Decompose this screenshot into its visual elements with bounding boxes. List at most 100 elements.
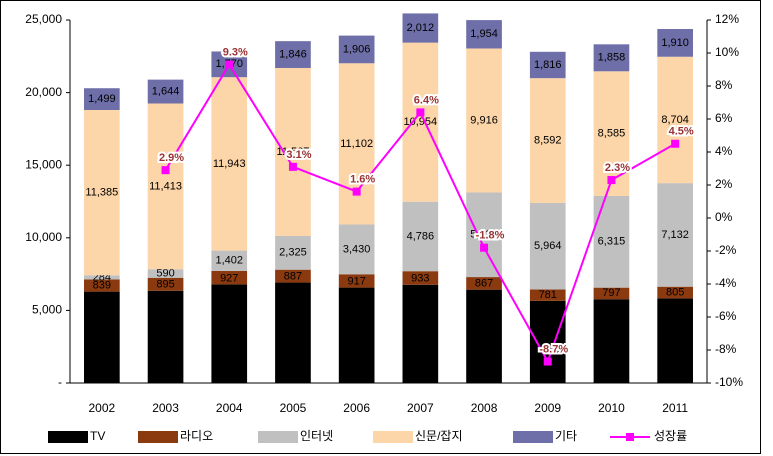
x-tick-label: 2004 — [216, 401, 243, 415]
bar-segment — [657, 298, 693, 383]
data-label: 2,012 — [407, 22, 435, 34]
data-label: 5,770 — [598, 335, 626, 347]
data-label: 2,325 — [279, 247, 307, 259]
legend-swatch — [513, 431, 553, 443]
data-label: 867 — [475, 278, 493, 290]
growth-label: 3.1% — [286, 149, 311, 161]
y2-tick-label: 8% — [715, 78, 733, 92]
y-tick-label: 15,000 — [25, 157, 62, 171]
y-tick-label: 5,000 — [32, 303, 62, 317]
bar-segment — [338, 274, 375, 288]
bar-segment — [275, 269, 311, 283]
legend-swatch — [48, 431, 88, 443]
bar-segment — [84, 109, 120, 276]
bar-segment — [211, 270, 248, 285]
data-label: 1,846 — [279, 48, 307, 60]
y2-tick-label: 0% — [715, 210, 733, 224]
data-label: 6,571 — [343, 329, 371, 341]
bar-segment — [338, 287, 375, 383]
data-label: 797 — [602, 287, 620, 299]
bar-segment — [466, 20, 502, 49]
growth-label: 2.9% — [159, 152, 184, 164]
data-label: 895 — [156, 279, 174, 291]
data-label: 9,916 — [470, 114, 498, 126]
x-tick-label: 2005 — [280, 401, 307, 415]
data-label: 11,413 — [149, 180, 182, 192]
y2-tick-label: 6% — [715, 111, 733, 125]
growth-label: -8.7% — [539, 343, 568, 355]
bar-segment — [211, 284, 248, 383]
bar-segment — [529, 51, 566, 79]
y2-tick-label: 12% — [715, 12, 739, 26]
bar-segment — [402, 42, 439, 202]
y-tick-label: 20,000 — [25, 85, 62, 99]
data-label: 8,585 — [598, 128, 626, 140]
x-tick-label: 2002 — [88, 401, 115, 415]
data-label: 1,954 — [470, 28, 498, 40]
bar-segment — [402, 271, 439, 285]
data-label: 11,102 — [340, 138, 373, 150]
x-tick-label: 2006 — [343, 401, 370, 415]
data-label: 6,294 — [88, 331, 116, 343]
bar-segment — [466, 289, 502, 383]
line-marker — [543, 357, 552, 366]
bar-segment — [402, 13, 439, 43]
bar-segment — [593, 299, 630, 383]
data-label: 805 — [666, 286, 684, 298]
data-label: 1,402 — [215, 255, 243, 267]
y-tick-label: 10,000 — [25, 230, 62, 244]
growth-label: 1.6% — [350, 174, 375, 186]
bar-segment — [593, 44, 630, 72]
data-label: 8,592 — [534, 134, 562, 146]
bar-segment — [275, 282, 311, 383]
legend-swatch — [138, 431, 178, 443]
bar-segment — [402, 201, 439, 272]
growth-label: 9.3% — [223, 46, 248, 58]
bar-segment — [338, 63, 375, 225]
legend-label: 성장률 — [654, 429, 687, 443]
x-tick-label: 2011 — [662, 401, 688, 415]
bar-segment — [147, 290, 184, 383]
data-label: 1,644 — [152, 85, 180, 97]
data-label: 1,499 — [88, 93, 116, 105]
line-marker — [225, 60, 234, 69]
y2-tick-label: -2% — [715, 243, 737, 257]
legend-swatch — [373, 431, 413, 443]
y-tick-label: 25,000 — [25, 12, 62, 26]
data-label: 6,767 — [407, 328, 435, 340]
y2-tick-label: -10% — [715, 375, 743, 389]
bar-segment — [275, 67, 311, 236]
bar-segment — [84, 88, 120, 110]
data-label: 7,132 — [661, 229, 689, 241]
line-marker — [352, 187, 361, 196]
y2-tick-label: -4% — [715, 276, 737, 290]
bar-segment — [657, 29, 693, 57]
data-label: 5,828 — [661, 335, 689, 347]
data-label: 4,786 — [407, 230, 435, 242]
line-marker — [480, 243, 489, 252]
data-label: 3,430 — [343, 243, 371, 255]
line-marker — [161, 166, 170, 175]
data-label: 6,791 — [215, 328, 243, 340]
data-label: 6,428 — [470, 330, 498, 342]
y2-tick-label: 10% — [715, 45, 739, 59]
bar-segment — [84, 291, 120, 383]
bar-segment — [529, 78, 566, 203]
data-label: 933 — [411, 273, 429, 285]
data-label: 10,954 — [404, 116, 438, 128]
bar-segment — [147, 103, 184, 270]
bar-segment — [466, 277, 502, 290]
data-label: 11,385 — [85, 187, 118, 199]
line-marker — [607, 176, 616, 185]
bar-segment — [466, 192, 502, 278]
data-label: 1,816 — [534, 59, 562, 71]
legend-marker — [626, 433, 634, 441]
legend-label: 기타 — [555, 429, 577, 443]
data-label: 5,964 — [534, 240, 562, 252]
bar-segment — [338, 224, 375, 275]
legend-label: 라디오 — [180, 429, 213, 443]
growth-label: 4.5% — [669, 126, 694, 138]
data-label: 11,943 — [213, 158, 246, 170]
